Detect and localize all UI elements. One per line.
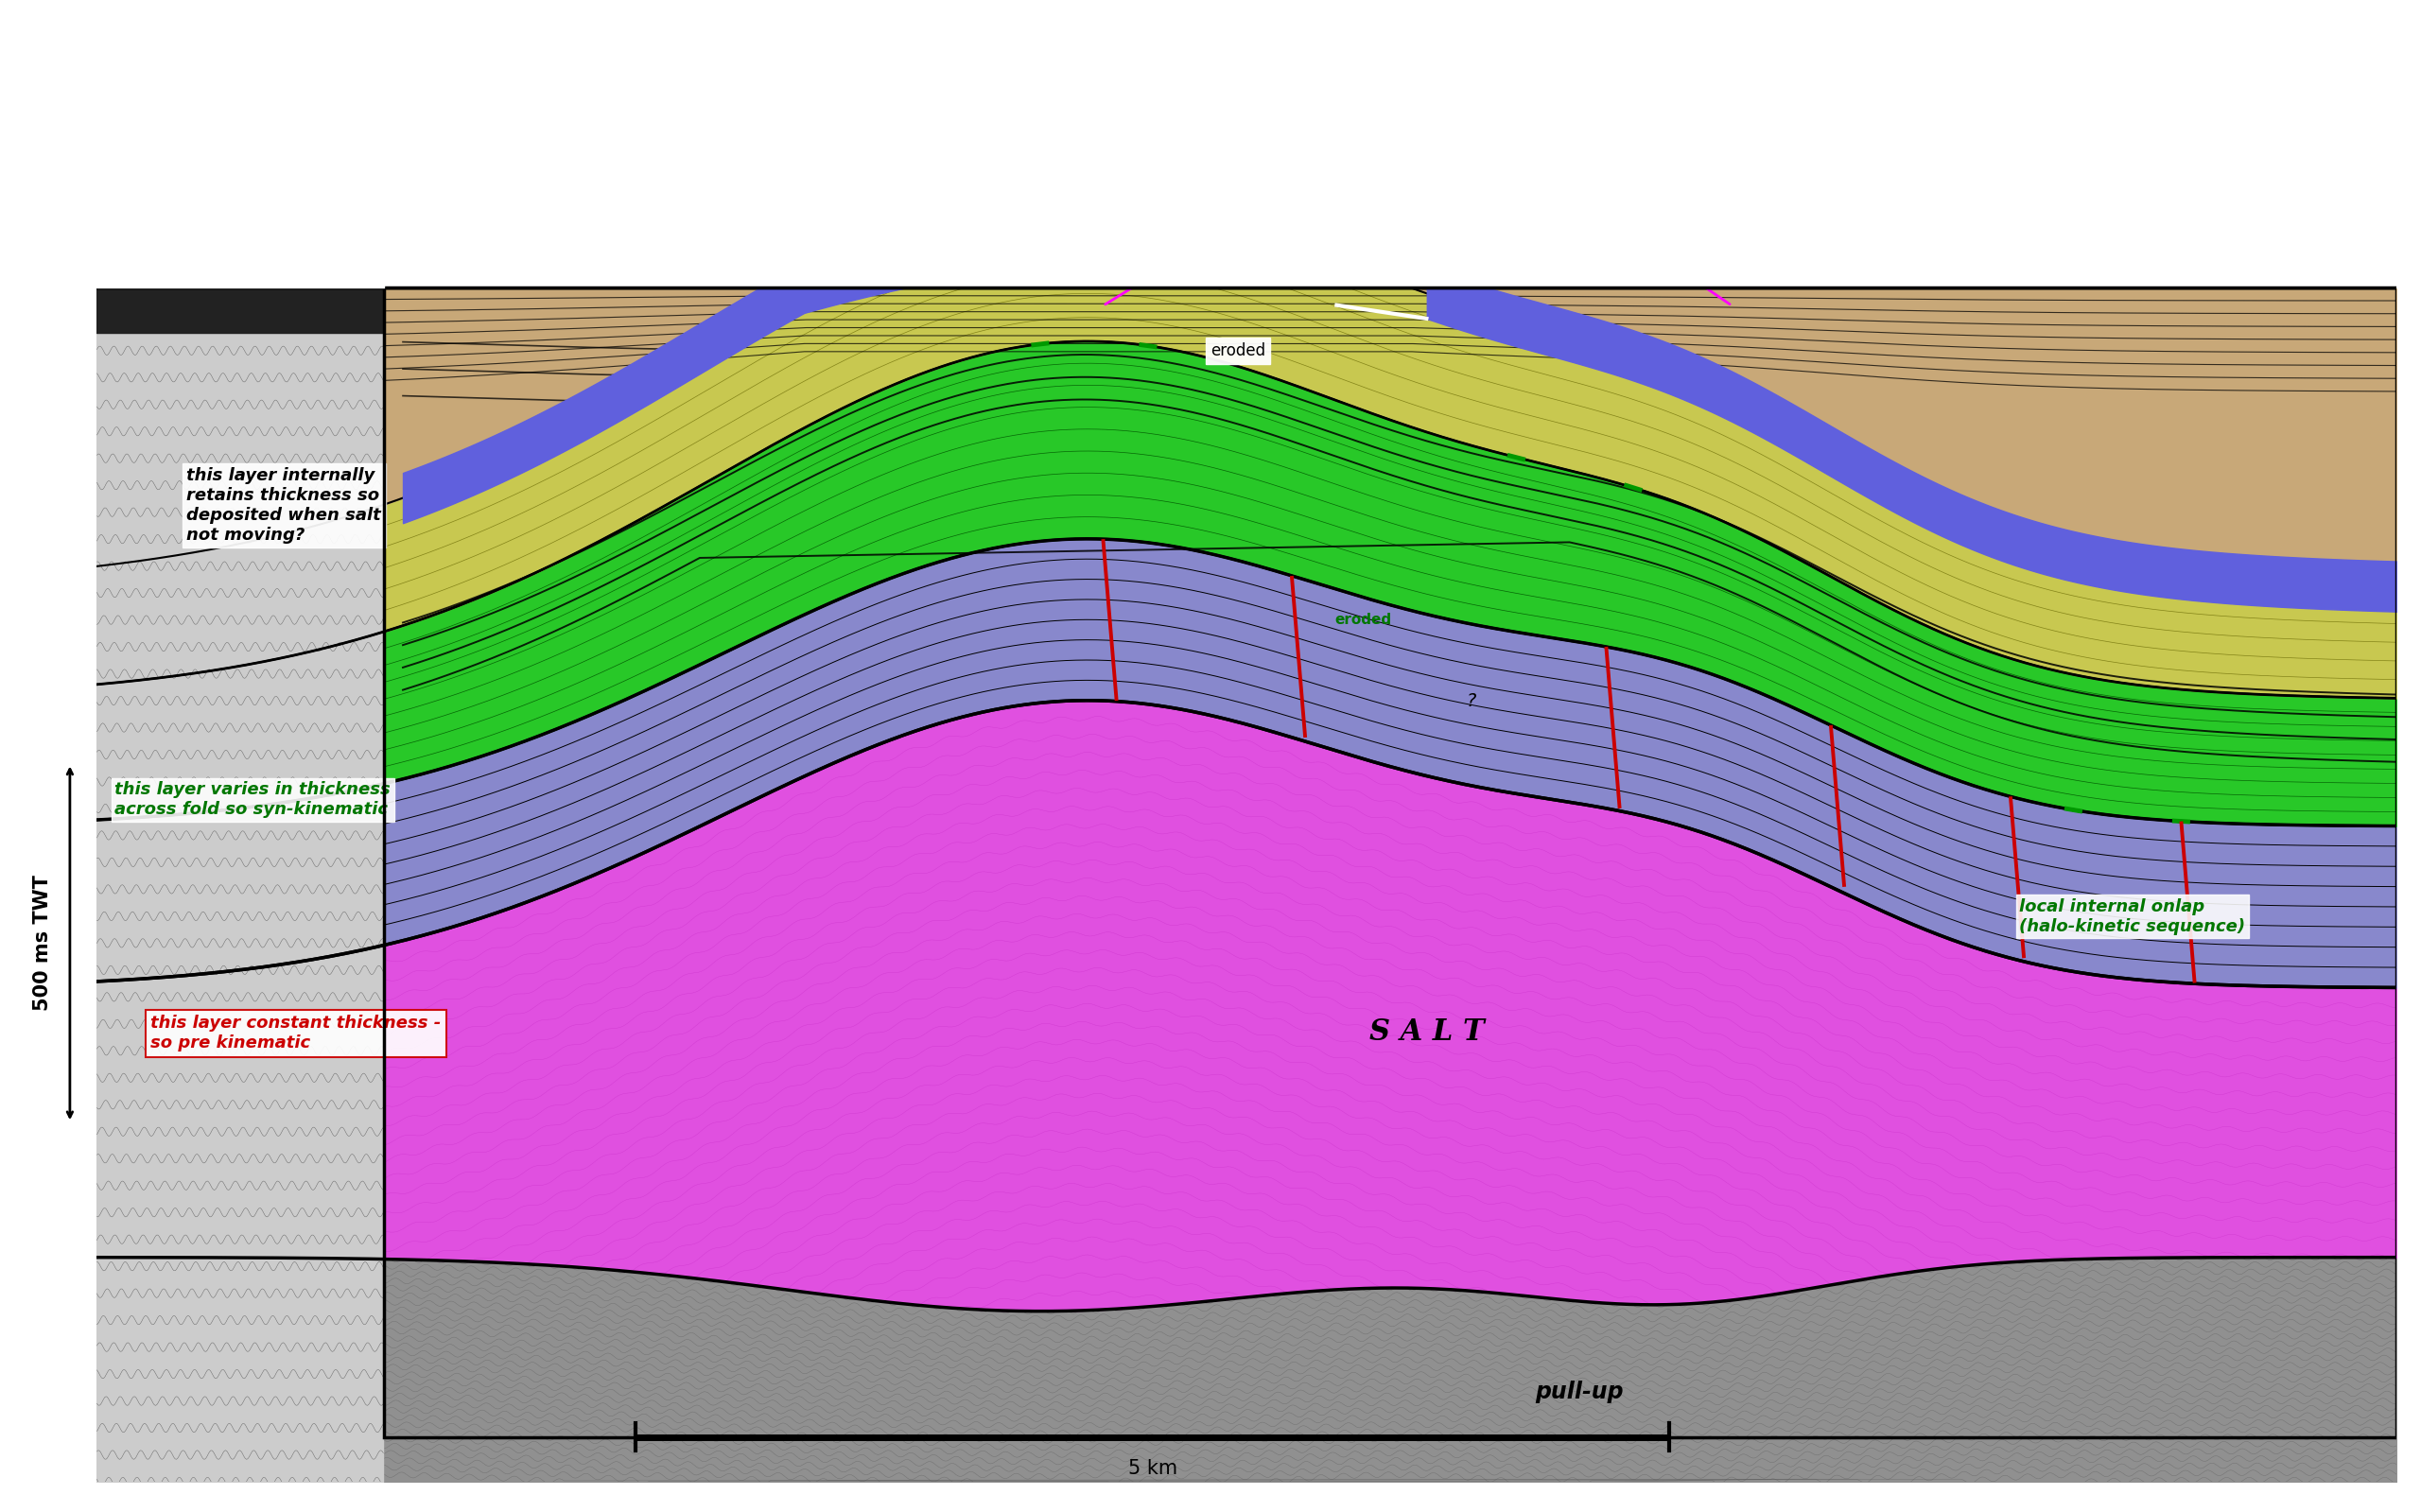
Text: slightly thicker on flanks: slightly thicker on flanks	[1290, 86, 1564, 109]
Text: broad doming so synkinematic: broad doming so synkinematic	[1254, 148, 1598, 171]
Text: 500 ms TWT: 500 ms TWT	[34, 875, 53, 1012]
Text: this layer varies in thickness
across fold so syn-kinematic: this layer varies in thickness across fo…	[114, 782, 390, 818]
Text: eroded: eroded	[1210, 342, 1266, 360]
Text: ?: ?	[1467, 691, 1477, 709]
Text: local internal onlap
(halo-kinetic sequence): local internal onlap (halo-kinetic seque…	[2019, 898, 2247, 934]
Text: this layer internally
retains thickness so
deposited when salt
not moving?: this layer internally retains thickness …	[186, 467, 380, 543]
Text: this layer constant thickness -
so pre kinematic: this layer constant thickness - so pre k…	[150, 1015, 441, 1052]
Text: pull-up: pull-up	[1535, 1380, 1624, 1403]
Text: eroded: eroded	[1334, 612, 1392, 627]
Text: S A L T: S A L T	[1368, 1018, 1484, 1046]
Text: 5 km: 5 km	[1128, 1459, 1177, 1479]
Bar	[385, 287, 2397, 1436]
